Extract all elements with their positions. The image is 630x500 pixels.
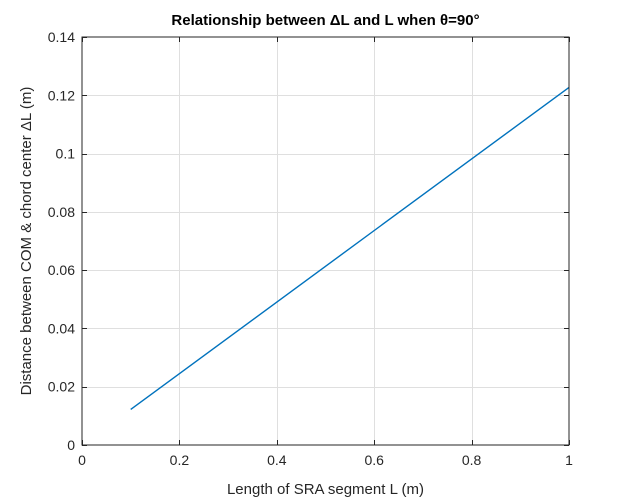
ticks: 0 0.2 0.4 0.6 0.8 1 0 0.02 0.04 0.06 0.08 0.1 0.12 0.… [48, 29, 573, 468]
x-axis-label: Length of SRA segment L (m) [227, 481, 424, 498]
x-tick-label: 0.8 [462, 452, 482, 468]
axes-box [81, 36, 570, 446]
y-tick-label: 0.04 [48, 320, 75, 336]
series-line [130, 86, 570, 411]
series-layer [130, 86, 570, 411]
x-tick-label: 0 [78, 452, 86, 468]
y-tick-label: 0.02 [48, 379, 75, 395]
y-tick-label: 0 [67, 437, 75, 453]
x-tick-label: 0.6 [364, 452, 384, 468]
y-tick-label: 0.1 [56, 146, 76, 162]
grid [82, 37, 569, 445]
x-tick-label: 0.4 [267, 452, 287, 468]
y-tick-label: 0.08 [48, 204, 75, 220]
plot-area [82, 37, 569, 445]
chart-title: Relationship between ΔL and L when θ=90° [171, 12, 479, 29]
y-axis-label: Distance between COM & chord center ΔL (… [18, 87, 35, 396]
x-tick-label: 0.2 [170, 452, 190, 468]
y-tick-label: 0.12 [48, 87, 75, 103]
x-tick-label: 1 [565, 452, 573, 468]
y-tick-label: 0.14 [48, 29, 75, 45]
y-tick-label: 0.06 [48, 262, 75, 278]
